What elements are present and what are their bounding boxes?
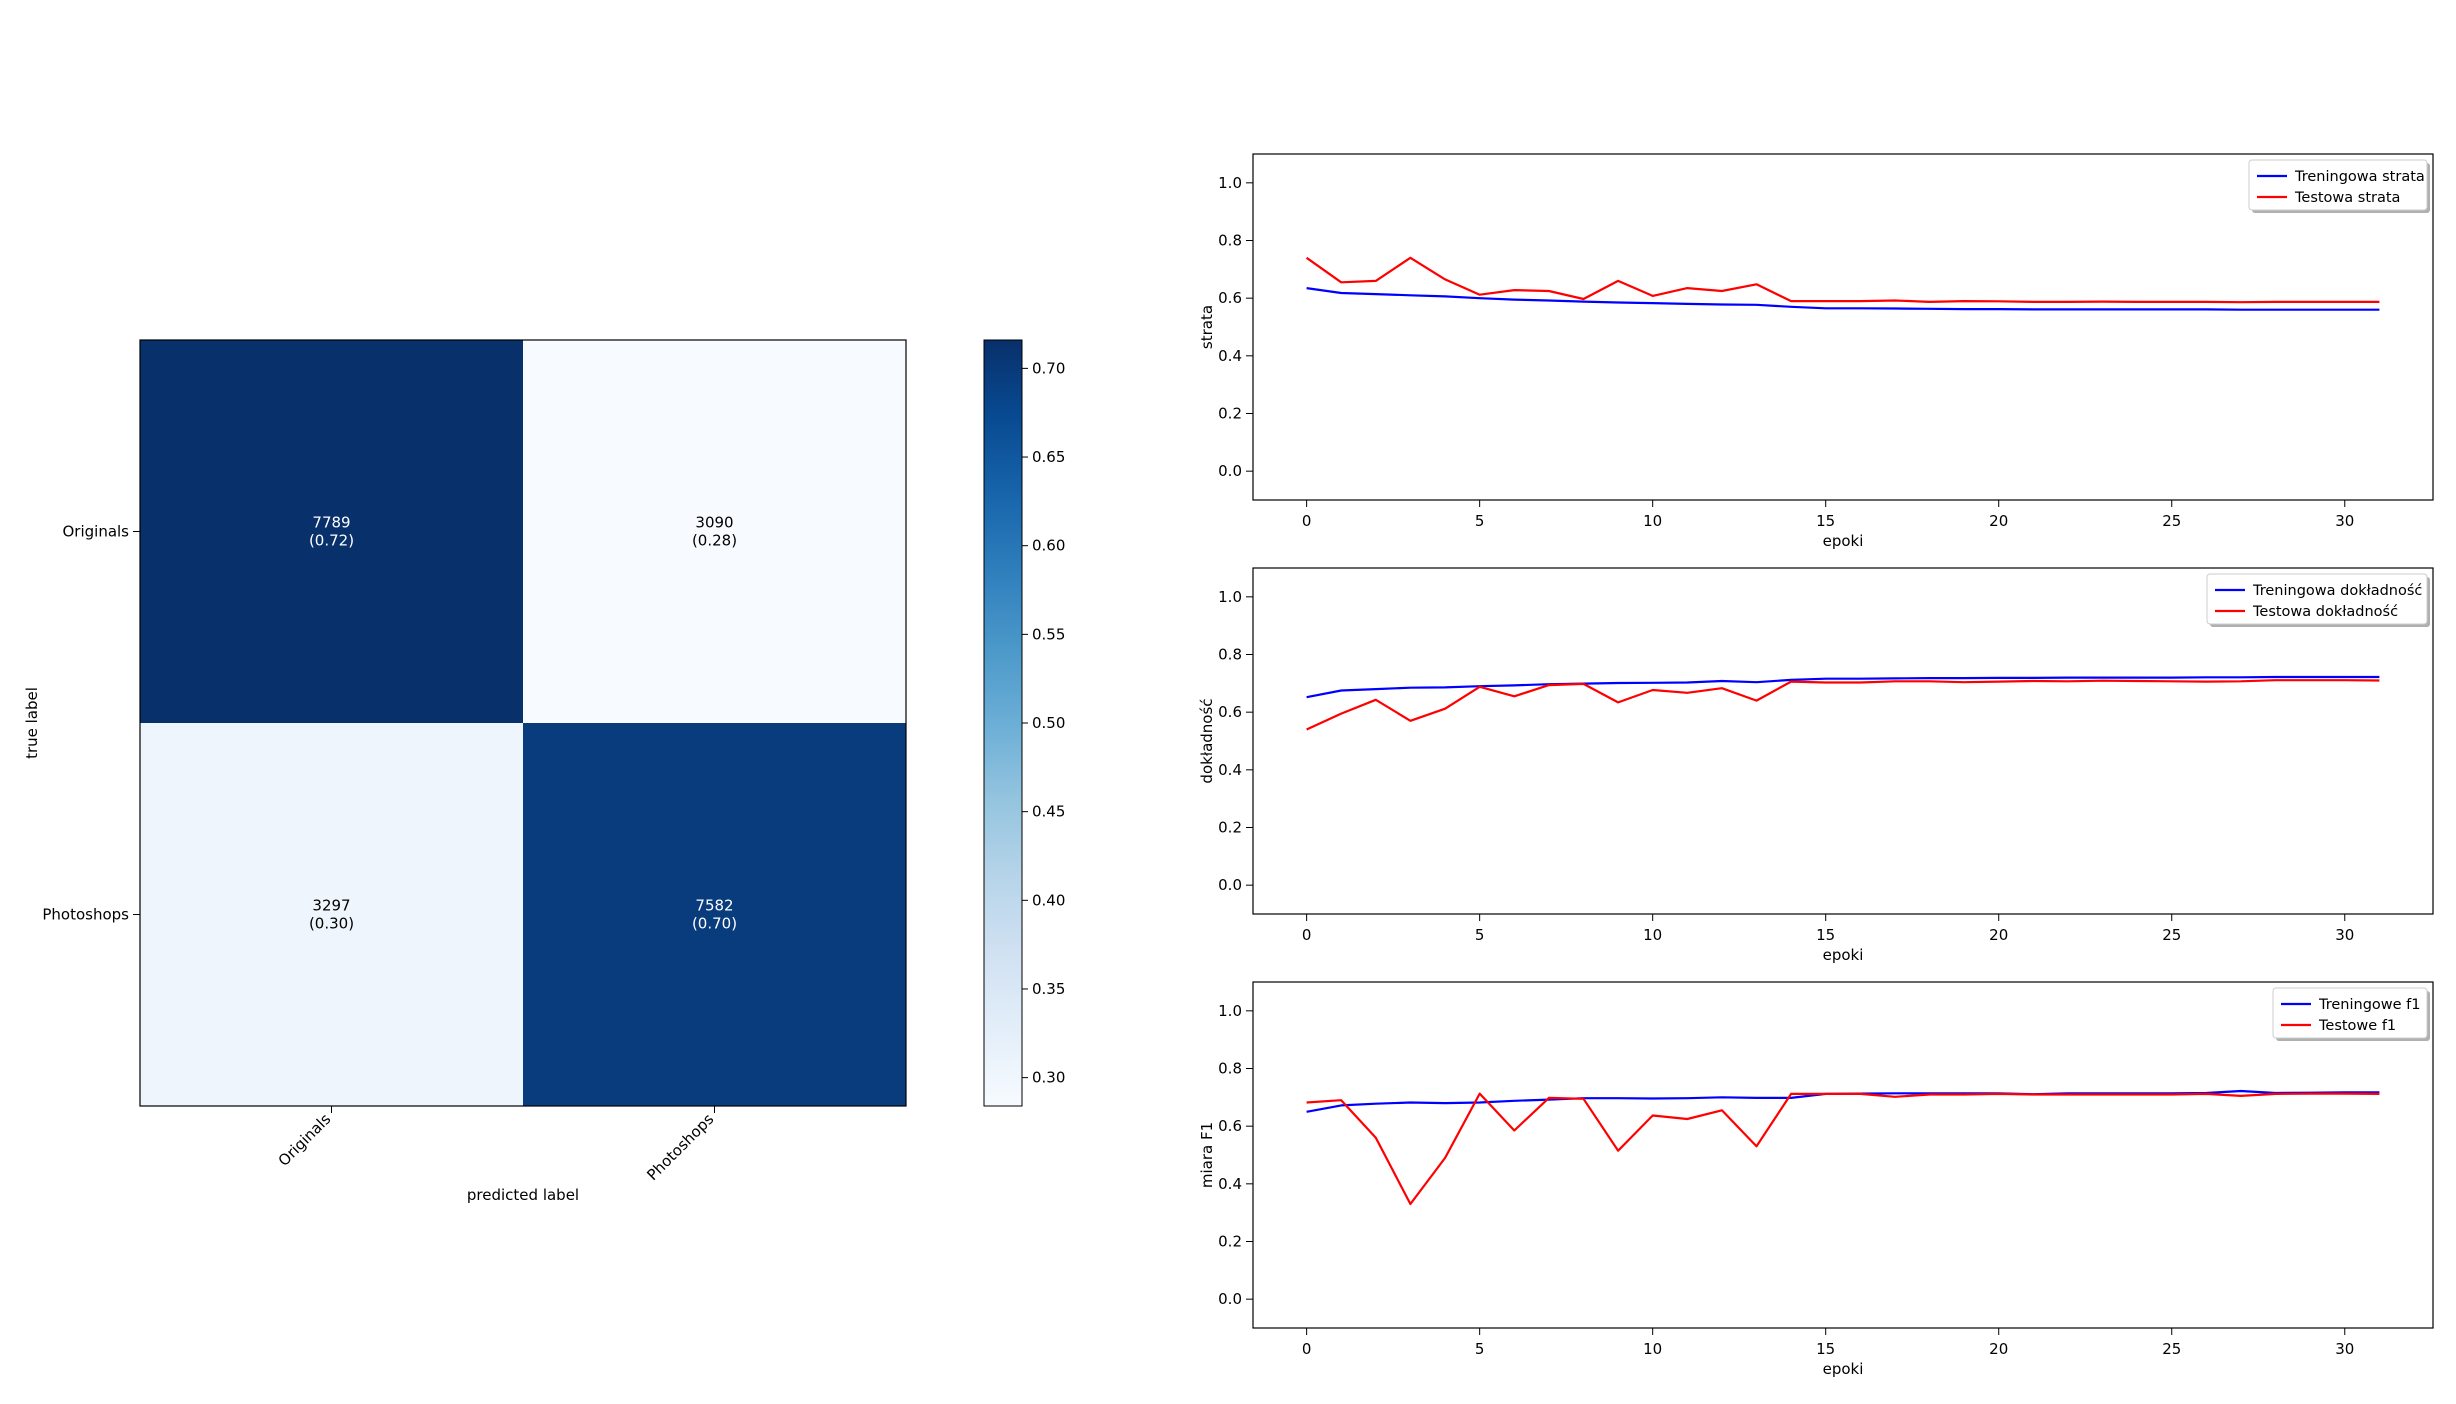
cm-cell — [140, 723, 523, 1106]
colorbar-tick-label: 0.55 — [1032, 625, 1065, 643]
cm-cell — [523, 340, 906, 723]
colorbar-tick-label: 0.60 — [1032, 537, 1065, 555]
colorbar-tick-label: 0.30 — [1032, 1069, 1065, 1087]
colorbar-tick-label: 0.35 — [1032, 980, 1065, 998]
x-tick-label: 15 — [1816, 926, 1835, 944]
y-tick-label: 0.0 — [1218, 876, 1242, 894]
x-tick-label: 10 — [1643, 926, 1662, 944]
y-tick-label: 1.0 — [1218, 588, 1242, 606]
y-tick-label: 0.8 — [1218, 232, 1242, 250]
y-tick-label: 0.4 — [1218, 347, 1242, 365]
series-line-0 — [1306, 287, 2380, 311]
x-tick-label: 25 — [2162, 1340, 2181, 1358]
legend-label-1: Testowe f1 — [2318, 1018, 2396, 1034]
y-tick-label: 0.4 — [1218, 761, 1242, 779]
legend-label-1: Testowa strata — [2294, 190, 2400, 206]
y-tick-label: 0.0 — [1218, 1290, 1242, 1308]
y-tick-label: 0.4 — [1218, 1175, 1242, 1193]
colorbar-tick-label: 0.65 — [1032, 448, 1065, 466]
cm-frame — [139, 339, 907, 1107]
y-tick-label: 0.6 — [1218, 1117, 1242, 1135]
legend-label-1: Testowa dokładność — [2252, 604, 2398, 620]
x-tick-label: 20 — [1989, 1340, 2008, 1358]
cm-cell-count: 3090 — [695, 514, 733, 532]
cm-cell-ratio: (0.70) — [692, 915, 737, 933]
cm-cell — [140, 340, 523, 723]
y-axis-label: dokładność — [1198, 698, 1216, 783]
series-line-1 — [1306, 679, 2380, 731]
cm-cell-ratio: (0.28) — [692, 532, 737, 550]
cm-cell — [523, 723, 906, 1106]
x-tick-label: 5 — [1475, 926, 1485, 944]
colorbar-tick-label: 0.50 — [1032, 714, 1065, 732]
series-line-1 — [1305, 256, 2380, 304]
legend — [2206, 573, 2428, 625]
x-axis-label: epoki — [1823, 946, 1864, 964]
cm-cell-count: 7789 — [312, 514, 350, 532]
colorbar — [983, 339, 1023, 1107]
x-tick-label: 30 — [2335, 926, 2354, 944]
x-axis-label: epoki — [1823, 1360, 1864, 1378]
cm-y-tick-label: Photoshops — [42, 906, 129, 924]
y-tick-label: 0.0 — [1218, 462, 1242, 480]
y-tick-label: 0.6 — [1218, 289, 1242, 307]
y-tick-label: 1.0 — [1218, 174, 1242, 192]
cm-y-tick-label: Originals — [62, 523, 129, 541]
x-tick-label: 15 — [1816, 1340, 1835, 1358]
y-tick-label: 0.8 — [1218, 1060, 1242, 1078]
series-line-1 — [1306, 1092, 2380, 1206]
plot-frame — [1252, 567, 2434, 915]
x-tick-label: 20 — [1989, 926, 2008, 944]
cm-cell-ratio: (0.72) — [309, 532, 354, 550]
cm-y-axis-label: true label — [23, 687, 41, 759]
plot-frame — [1252, 153, 2434, 501]
x-tick-label: 30 — [2335, 1340, 2354, 1358]
y-axis-label: strata — [1198, 305, 1216, 349]
y-tick-label: 1.0 — [1218, 1002, 1242, 1020]
legend-label-0: Treningowa dokładność — [2252, 583, 2422, 599]
x-tick-label: 0 — [1302, 926, 1312, 944]
x-tick-label: 10 — [1643, 512, 1662, 530]
legend-label-0: Treningowa strata — [2294, 169, 2425, 185]
cm-x-axis-label: predicted label — [467, 1186, 579, 1204]
cm-cell-count: 7582 — [695, 897, 733, 915]
x-tick-label: 25 — [2162, 512, 2181, 530]
accuracy-plot: 0 5 10 15 20 25 30 0.0 0.2 0.4 0.6 0.8 1.0 epoki dokła… — [1198, 567, 2434, 964]
x-tick-label: 5 — [1475, 1340, 1485, 1358]
cm-cell-count: 3297 — [312, 897, 350, 915]
legend — [2248, 159, 2428, 211]
legend-label-0: Treningowe f1 — [2318, 997, 2421, 1013]
y-tick-label: 0.8 — [1218, 646, 1242, 664]
f1-plot: 0 5 10 15 20 25 30 0.0 0.2 0.4 0.6 0.8 1.0 epoki miara… — [1198, 981, 2434, 1378]
y-axis-label: miara F1 — [1198, 1122, 1216, 1188]
plot-frame — [1252, 981, 2434, 1329]
cm-cell-ratio: (0.30) — [309, 915, 354, 933]
x-tick-label: 15 — [1816, 512, 1835, 530]
x-tick-label: 5 — [1475, 512, 1485, 530]
loss-plot: 0 5 10 15 20 25 30 0.0 0.2 0.4 0.6 0.8 1.0 epoki strat… — [1198, 153, 2434, 550]
x-axis-label: epoki — [1823, 532, 1864, 550]
x-tick-label: 25 — [2162, 926, 2181, 944]
colorbar-tick-label: 0.70 — [1032, 359, 1065, 377]
legend — [2272, 987, 2428, 1039]
colorbar-tick-label: 0.40 — [1032, 891, 1065, 909]
x-tick-label: 0 — [1302, 1340, 1312, 1358]
x-tick-label: 30 — [2335, 512, 2354, 530]
x-tick-label: 10 — [1643, 1340, 1662, 1358]
y-tick-label: 0.6 — [1218, 703, 1242, 721]
x-tick-label: 20 — [1989, 512, 2008, 530]
y-tick-label: 0.2 — [1218, 819, 1242, 837]
colorbar-tick-label: 0.45 — [1032, 803, 1065, 821]
y-tick-label: 0.2 — [1218, 405, 1242, 423]
confusion-matrix: 7789(0.72) 3090(0.28) 3297(0.30) 7582(0.70)… — [23, 339, 1065, 1204]
series-line-0 — [1306, 675, 2380, 699]
x-tick-label: 0 — [1302, 512, 1312, 530]
y-tick-label: 0.2 — [1218, 1233, 1242, 1251]
